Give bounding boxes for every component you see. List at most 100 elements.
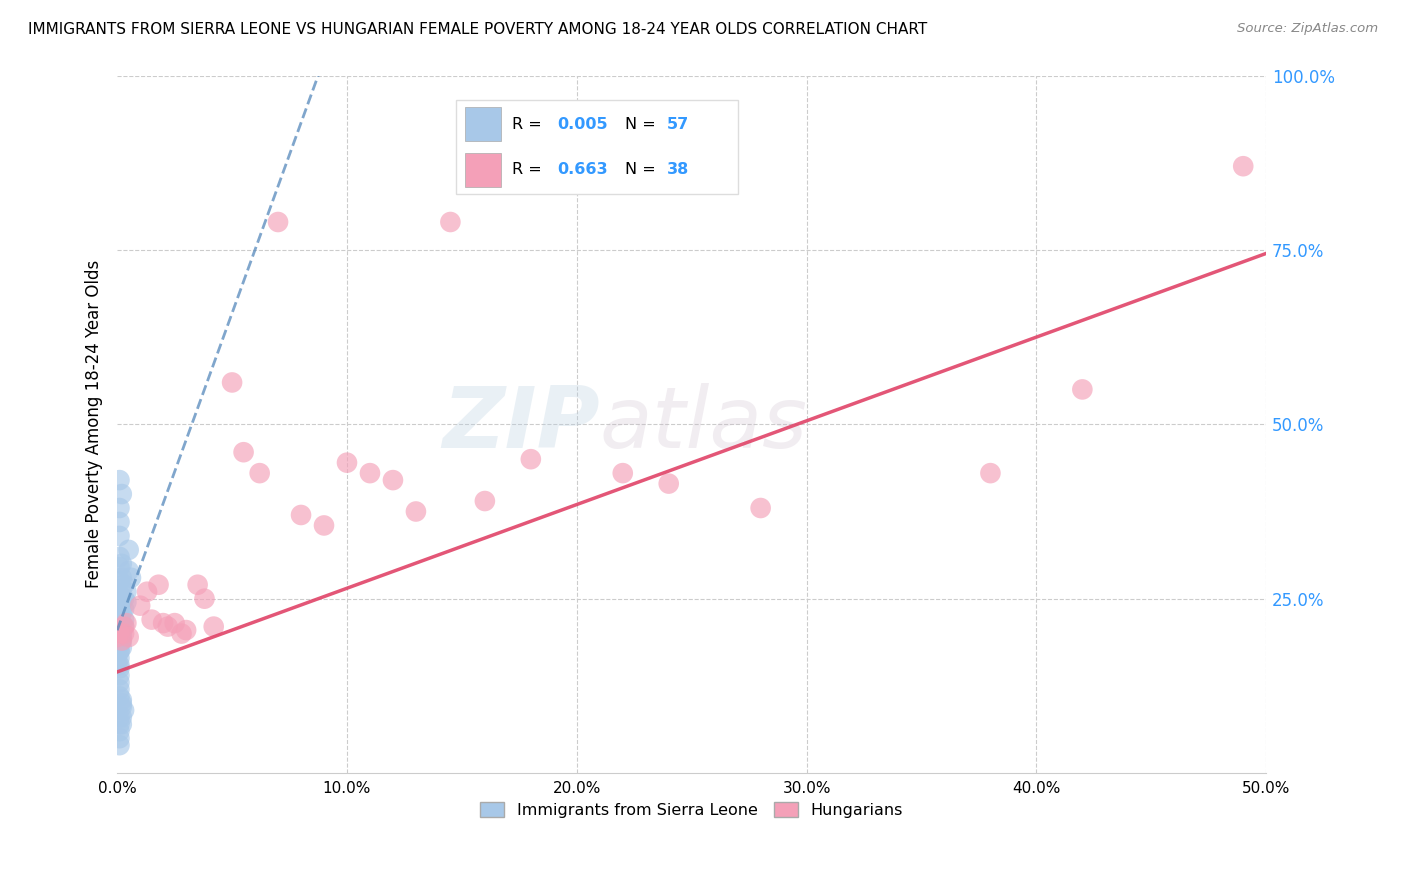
Point [108, 731, 131, 746]
Point [108, 560, 131, 574]
Point [136, 584, 159, 599]
Point [108, 651, 131, 665]
Text: IMMIGRANTS FROM SIERRA LEONE VS HUNGARIAN FEMALE POVERTY AMONG 18-24 YEAR OLDS C: IMMIGRANTS FROM SIERRA LEONE VS HUNGARIA… [28, 22, 928, 37]
Point [112, 619, 135, 633]
Point [979, 466, 1001, 480]
Point [439, 215, 461, 229]
Point [108, 529, 131, 543]
Point [105, 626, 128, 640]
Point [112, 703, 135, 717]
Point [1232, 159, 1254, 173]
Point [232, 445, 254, 459]
Point [111, 696, 134, 710]
Point [108, 668, 131, 682]
Point [108, 657, 131, 672]
Point [405, 504, 427, 518]
Point [118, 630, 141, 644]
Point [112, 626, 135, 640]
Point [108, 515, 131, 529]
Point [111, 710, 134, 724]
Point [111, 633, 134, 648]
Point [381, 473, 404, 487]
Point [112, 602, 135, 616]
Point [108, 588, 131, 602]
Point [111, 616, 134, 631]
Point [111, 487, 134, 501]
Point [156, 619, 179, 633]
Point [112, 578, 135, 592]
Point [112, 619, 135, 633]
Point [108, 599, 131, 613]
Point [267, 215, 290, 229]
Point [111, 571, 134, 585]
Point [115, 616, 138, 631]
Point [118, 564, 141, 578]
Point [108, 574, 131, 589]
Point [108, 637, 131, 651]
Point [108, 637, 131, 651]
Point [112, 591, 135, 606]
Point [129, 599, 152, 613]
Point [108, 644, 131, 658]
Point [111, 717, 134, 731]
Point [249, 466, 271, 480]
Point [108, 675, 131, 690]
Y-axis label: Female Poverty Among 18-24 Year Olds: Female Poverty Among 18-24 Year Olds [86, 260, 103, 589]
Point [187, 578, 209, 592]
Point [111, 626, 134, 640]
Point [141, 613, 163, 627]
Text: atlas: atlas [600, 383, 808, 466]
Point [108, 717, 131, 731]
Point [108, 710, 131, 724]
Point [163, 616, 186, 631]
Point [359, 466, 381, 480]
Point [120, 571, 142, 585]
Text: Source: ZipAtlas.com: Source: ZipAtlas.com [1237, 22, 1378, 36]
Point [108, 501, 131, 516]
Point [115, 584, 138, 599]
Point [108, 661, 131, 675]
Point [108, 609, 131, 624]
Point [111, 595, 134, 609]
Point [108, 644, 131, 658]
Legend: Immigrants from Sierra Leone, Hungarians: Immigrants from Sierra Leone, Hungarians [474, 796, 910, 824]
Text: ZIP: ZIP [441, 383, 600, 466]
Point [174, 623, 197, 637]
Point [115, 595, 138, 609]
Point [111, 581, 134, 595]
Point [749, 501, 772, 516]
Point [111, 693, 134, 707]
Point [105, 630, 128, 644]
Point [108, 633, 131, 648]
Point [105, 655, 128, 669]
Point [108, 549, 131, 564]
Point [221, 376, 243, 390]
Point [520, 452, 543, 467]
Point [193, 591, 215, 606]
Point [118, 542, 141, 557]
Point [112, 613, 135, 627]
Point [108, 473, 131, 487]
Point [108, 682, 131, 697]
Point [658, 476, 681, 491]
Point [111, 633, 134, 648]
Point [111, 557, 134, 571]
Point [111, 630, 134, 644]
Point [108, 738, 131, 752]
Point [612, 466, 634, 480]
Point [290, 508, 312, 522]
Point [336, 456, 359, 470]
Point [170, 626, 193, 640]
Point [108, 619, 131, 633]
Point [474, 494, 496, 508]
Point [1071, 383, 1094, 397]
Point [108, 724, 131, 739]
Point [108, 690, 131, 704]
Point [312, 518, 335, 533]
Point [202, 619, 225, 633]
Point [111, 699, 134, 714]
Point [111, 606, 134, 620]
Point [111, 640, 134, 655]
Point [108, 626, 131, 640]
Point [152, 616, 174, 631]
